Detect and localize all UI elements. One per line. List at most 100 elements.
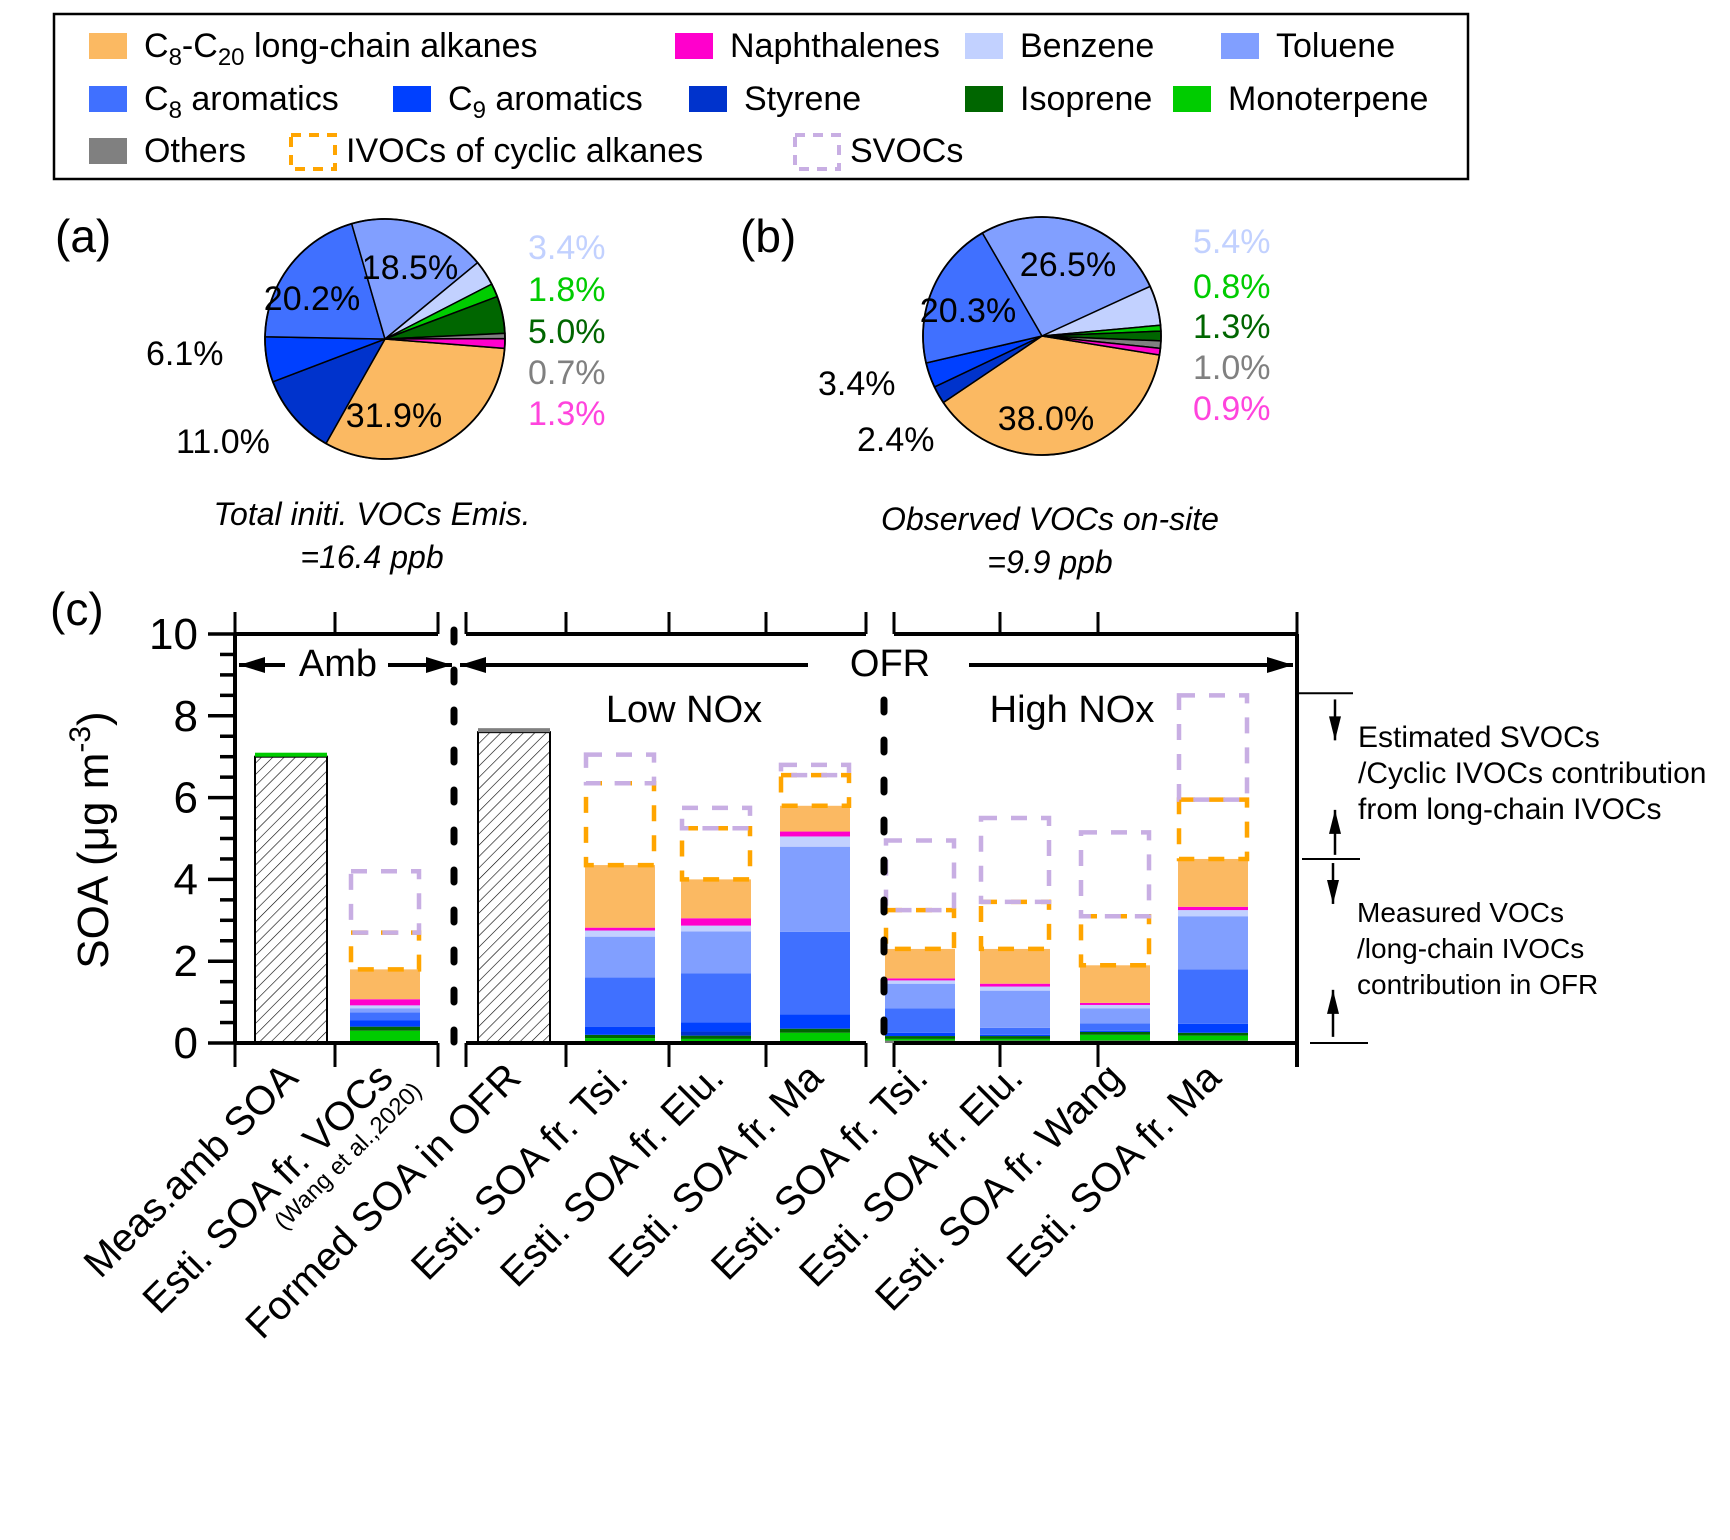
- bar-segment-alkanes: [681, 879, 751, 919]
- pie-a-caption-line2: =16.4 ppb: [300, 539, 443, 575]
- legend-label-styrene: Styrene: [744, 80, 861, 118]
- legend-item-benzene: Benzene: [965, 27, 1154, 65]
- pie-b-label-naphthalenes: 0.9%: [1193, 390, 1271, 428]
- bar-segment-ivoc_cyclic: [679, 826, 753, 882]
- bar-segment-monoterpene: [585, 1038, 655, 1043]
- legend-label-alkanes: C8-C20 long-chain alkanes: [144, 27, 537, 71]
- bar-segment-monoterpene: [885, 1038, 955, 1041]
- y-axis-label-superscript: -3: [64, 726, 97, 753]
- pie-a-label-c8: 20.2%: [264, 280, 360, 318]
- bar-segment-c9: [681, 1022, 751, 1032]
- bar-segment-isoprene: [585, 1034, 655, 1039]
- bar-hatched-total: [254, 755, 328, 1044]
- bar-segment-benzene: [780, 836, 850, 847]
- bar-segment-toluene: [780, 846, 850, 932]
- bar-segment-c8: [350, 1012, 420, 1021]
- legend-item-c9: C9 aromatics: [393, 80, 643, 124]
- bar-segment-alkanes: [585, 865, 655, 928]
- legend-item-c8: C8 aromatics: [89, 80, 339, 124]
- bar-segment-monoterpene: [980, 1038, 1050, 1041]
- bar-segment-toluene: [1080, 1008, 1150, 1024]
- pie-a-label-c9: 6.1%: [146, 335, 224, 373]
- legend-swatch-naphthalenes: [675, 33, 713, 59]
- panel-label-b: (b): [740, 210, 796, 262]
- legend-item-naphthalenes: Naphthalenes: [675, 27, 940, 65]
- bar-segment-c9: [885, 1032, 955, 1037]
- bar-2: [477, 728, 551, 1044]
- pie-b-label-benzene: 5.4%: [1193, 223, 1271, 261]
- bar-segment-ivoc_cyclic: [978, 899, 1052, 952]
- bar-9: [1176, 693, 1250, 1043]
- amb-arrow-right: [388, 657, 452, 673]
- annotation-lower-line: Measured VOCs: [1357, 897, 1564, 928]
- bar-segment-c8: [585, 977, 655, 1027]
- bar-segment-benzene: [585, 930, 655, 937]
- pie-a-caption-line1: Total initi. VOCs Emis.: [213, 496, 530, 532]
- bar-segment-alkanes: [980, 948, 1050, 984]
- bar-segment-benzene: [885, 980, 955, 984]
- stacked-bar-chart-c: (c) 0 2 4 6 8 10 SOA (μg m-3) Amb OFR Low NOx…: [50, 583, 1706, 1347]
- bar-segment-c8: [681, 973, 751, 1023]
- bar-segment-svoc: [348, 868, 422, 935]
- amb-arrow-left: [239, 657, 285, 673]
- y-tick-label: 4: [174, 855, 198, 904]
- pie-a-label-toluene: 18.5%: [362, 249, 458, 287]
- bar-segment-monoterpene: [1178, 1035, 1248, 1041]
- legend-swatch-svoc: [793, 133, 841, 171]
- bar-segment-isoprene: [780, 1028, 850, 1033]
- bar-segment-alkanes: [780, 805, 850, 832]
- pie-a-outline: [264, 218, 506, 460]
- pie-b-label-toluene: 26.5%: [1020, 246, 1116, 284]
- bar-segment-ivoc_cyclic: [1176, 797, 1250, 862]
- legend-label-c8: C8 aromatics: [144, 80, 339, 124]
- bar-segment-isoprene: [1178, 1032, 1248, 1036]
- pie-a-label-isoprene: 5.0%: [528, 313, 606, 351]
- bar-segment-benzene: [681, 925, 751, 932]
- bar-segment-naphthalenes: [1080, 1002, 1150, 1005]
- bar-segment-benzene: [1178, 910, 1248, 917]
- axes: 0 2 4 6 8 10: [149, 610, 1299, 1068]
- pie-b-label-others: 1.0%: [1193, 349, 1271, 387]
- pie-chart-b: (b) Observed VOCs on-site =9.9 ppb 38.0%…: [740, 210, 1271, 580]
- pie-b-label-c8: 20.3%: [920, 292, 1016, 330]
- bar-segment-toluene: [885, 983, 955, 1009]
- bars: [254, 693, 1250, 1044]
- legend-item-styrene: Styrene: [689, 80, 861, 118]
- bar-0: [254, 752, 328, 1044]
- down-arrow-icon: [1329, 699, 1341, 741]
- bar-segment-toluene: [980, 990, 1050, 1028]
- bar-segment-c8: [885, 1008, 955, 1033]
- legend-label-naphthalenes: Naphthalenes: [730, 27, 940, 65]
- bar-segment-styrene: [681, 1031, 751, 1036]
- legend-swatch-styrene: [689, 86, 727, 112]
- ofr-arrow-right: [969, 657, 1293, 673]
- bar-segment-c8: [980, 1027, 1050, 1035]
- legend-swatch-ivoc_cyclic: [289, 133, 337, 171]
- y-tick-label: 10: [149, 610, 198, 659]
- bar-segment-naphthalenes: [980, 983, 1050, 987]
- bar-segment-benzene: [1080, 1004, 1150, 1009]
- legend-label-monoterpene: Monoterpene: [1228, 80, 1428, 118]
- legend-item-monoterpene: Monoterpene: [1173, 80, 1428, 118]
- legend-item-alkanes: C8-C20 long-chain alkanes: [89, 27, 537, 71]
- pie-a-label-alkanes: 31.9%: [346, 397, 442, 435]
- legend-label-toluene: Toluene: [1276, 27, 1395, 65]
- bar-segment-isoprene: [980, 1036, 1050, 1039]
- bar-segment-alkanes: [350, 969, 420, 1000]
- group-label-amb: Amb: [299, 643, 377, 685]
- bar-segment-c9: [1178, 1023, 1248, 1033]
- pie-b-label-alkanes: 38.0%: [998, 400, 1094, 438]
- bar-segment-c9: [980, 1034, 1050, 1037]
- bar-segment-benzene: [350, 1005, 420, 1009]
- bar-segment-alkanes: [885, 948, 955, 979]
- bar-top-others: [478, 728, 550, 733]
- bar-segment-toluene: [681, 931, 751, 974]
- bar-segment-svoc: [978, 815, 1052, 905]
- pie-b-label-styrene: 2.4%: [857, 421, 935, 459]
- legend-item-ivoc_cyclic: IVOCs of cyclic alkanes: [289, 132, 703, 171]
- bar-hatched-total: [477, 731, 551, 1044]
- bar-segment-c9: [780, 1014, 850, 1029]
- pie-b-label-monoterpene: 0.8%: [1193, 268, 1271, 306]
- legend-swatch-c8: [89, 86, 127, 112]
